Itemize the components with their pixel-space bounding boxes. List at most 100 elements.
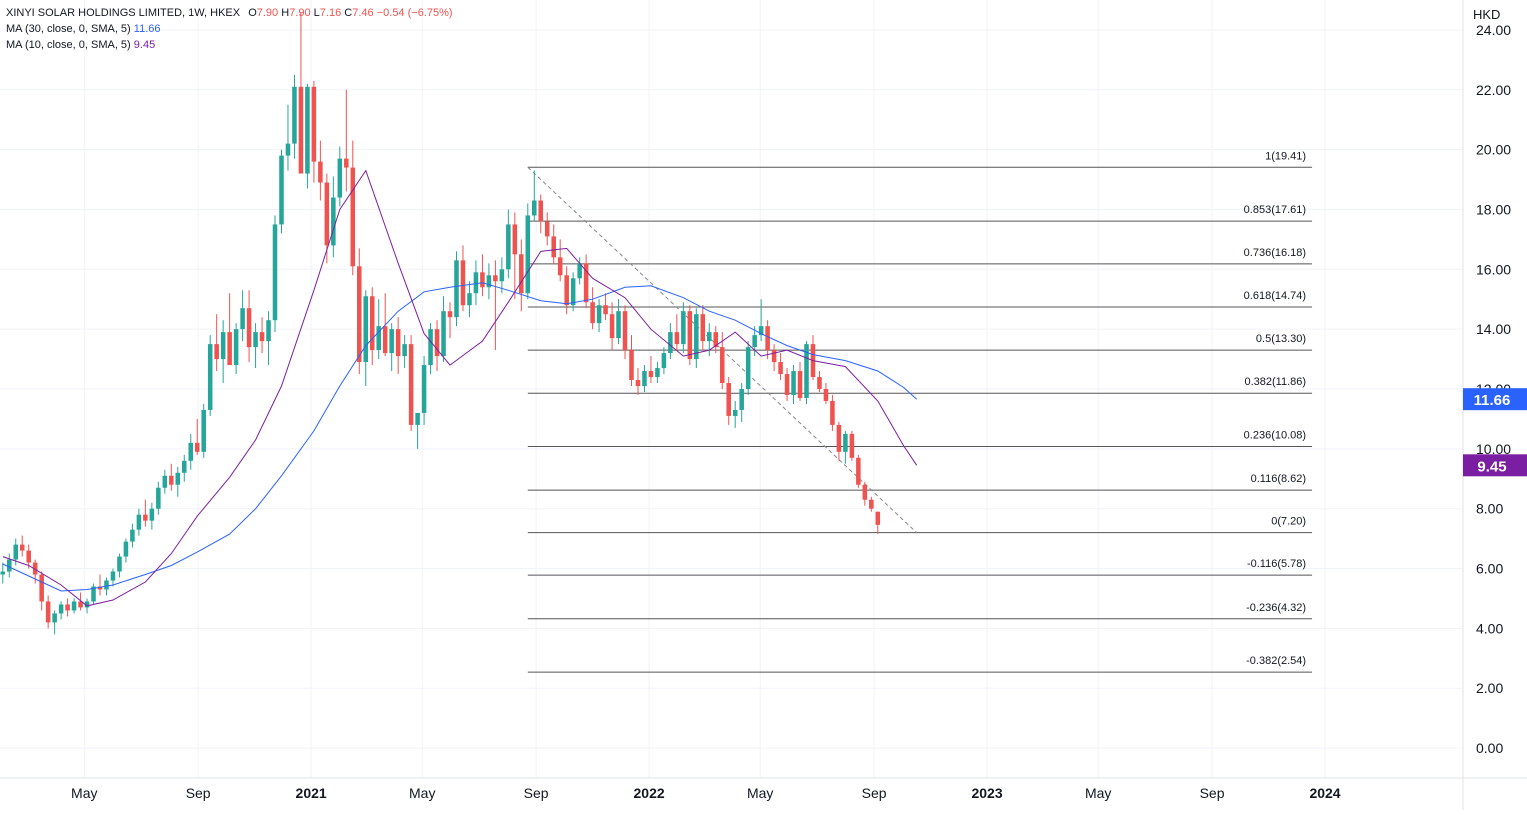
candle-body[interactable] bbox=[169, 475, 174, 485]
candle-body[interactable] bbox=[603, 305, 608, 315]
candle-body[interactable] bbox=[233, 329, 239, 366]
candle-body[interactable] bbox=[428, 329, 433, 366]
candle-body[interactable] bbox=[687, 311, 693, 360]
candle-body[interactable] bbox=[525, 215, 531, 294]
candle-body[interactable] bbox=[194, 442, 200, 452]
candle-body[interactable] bbox=[700, 314, 706, 342]
candle-body[interactable] bbox=[39, 574, 44, 602]
candle-body[interactable] bbox=[797, 371, 803, 398]
candle-body[interactable] bbox=[363, 296, 369, 363]
candle-body[interactable] bbox=[356, 266, 362, 363]
candle-body[interactable] bbox=[551, 236, 556, 258]
candle-body[interactable] bbox=[519, 254, 524, 294]
candle-body[interactable] bbox=[506, 224, 511, 270]
candle-body[interactable] bbox=[65, 604, 70, 611]
candle-body[interactable] bbox=[136, 514, 142, 530]
candle-body[interactable] bbox=[97, 586, 103, 590]
candle-body[interactable] bbox=[804, 344, 809, 398]
candle-body[interactable] bbox=[557, 257, 563, 276]
candle-body[interactable] bbox=[830, 400, 835, 425]
candle-body[interactable] bbox=[791, 371, 796, 395]
ma30-legend-row[interactable]: MA (30, close, 0, SMA, 5) 11.66 bbox=[6, 21, 453, 37]
candle-body[interactable] bbox=[856, 457, 861, 485]
candle-body[interactable] bbox=[175, 472, 181, 485]
candle-body[interactable] bbox=[298, 86, 304, 174]
candle-body[interactable] bbox=[817, 377, 822, 389]
candle-body[interactable] bbox=[220, 332, 226, 360]
candle-body[interactable] bbox=[668, 332, 673, 354]
candle-body[interactable] bbox=[26, 550, 31, 563]
candle-body[interactable] bbox=[78, 601, 83, 608]
candle-body[interactable] bbox=[246, 308, 252, 348]
candle-body[interactable] bbox=[538, 200, 544, 222]
symbol-title[interactable]: XINYI SOLAR HOLDINGS LIMITED, 1W, HKEX bbox=[6, 7, 241, 19]
candle-body[interactable] bbox=[58, 604, 64, 614]
candle-body[interactable] bbox=[616, 311, 621, 339]
candle-body[interactable] bbox=[285, 143, 291, 156]
candle-body[interactable] bbox=[843, 433, 848, 452]
candle-body[interactable] bbox=[389, 329, 394, 354]
candle-body[interactable] bbox=[434, 329, 440, 357]
candle-body[interactable] bbox=[473, 272, 479, 294]
candle-body[interactable] bbox=[681, 311, 686, 345]
candle-body[interactable] bbox=[266, 320, 271, 342]
candle-body[interactable] bbox=[331, 197, 336, 246]
candle-body[interactable] bbox=[486, 275, 492, 288]
candlestick-series[interactable] bbox=[0, 11, 881, 635]
candle-body[interactable] bbox=[408, 344, 414, 425]
candle-body[interactable] bbox=[104, 580, 109, 590]
candle-body[interactable] bbox=[279, 155, 284, 225]
candle-body[interactable] bbox=[655, 368, 660, 378]
candle-body[interactable] bbox=[318, 161, 323, 183]
ohlc-legend-row[interactable]: XINYI SOLAR HOLDINGS LIMITED, 1W, HKEX O… bbox=[6, 5, 453, 21]
candle-body[interactable] bbox=[402, 344, 407, 357]
candle-body[interactable] bbox=[110, 571, 116, 581]
candle-body[interactable] bbox=[460, 260, 466, 306]
candle-body[interactable] bbox=[869, 499, 874, 509]
candle-body[interactable] bbox=[91, 586, 96, 602]
candle-body[interactable] bbox=[454, 260, 459, 318]
candle-body[interactable] bbox=[0, 571, 6, 575]
candle-body[interactable] bbox=[415, 412, 420, 425]
candle-body[interactable] bbox=[752, 335, 757, 348]
candle-body[interactable] bbox=[201, 409, 206, 452]
candle-body[interactable] bbox=[596, 305, 602, 324]
candle-body[interactable] bbox=[6, 559, 12, 572]
candle-body[interactable] bbox=[661, 353, 667, 369]
candle-body[interactable] bbox=[778, 362, 783, 375]
fibonacci-retracement[interactable]: 1(19.41) 0.853(17.61) 0.736(16.18) 0.618(14… bbox=[527, 150, 1313, 673]
candle-body[interactable] bbox=[765, 326, 770, 351]
candle-body[interactable] bbox=[52, 613, 57, 623]
candle-body[interactable] bbox=[71, 601, 77, 611]
candle-body[interactable] bbox=[674, 332, 680, 345]
candle-body[interactable] bbox=[493, 275, 498, 282]
candle-body[interactable] bbox=[45, 601, 51, 623]
candle-body[interactable] bbox=[337, 158, 343, 198]
candle-body[interactable] bbox=[784, 374, 790, 395]
candle-body[interactable] bbox=[130, 529, 135, 542]
candle-body[interactable] bbox=[739, 389, 744, 410]
candle-body[interactable] bbox=[480, 272, 485, 288]
candle-body[interactable] bbox=[532, 200, 537, 216]
candle-body[interactable] bbox=[395, 329, 401, 357]
candle-body[interactable] bbox=[382, 326, 388, 354]
candle-body[interactable] bbox=[240, 308, 245, 330]
candle-body[interactable] bbox=[726, 383, 731, 416]
candle-body[interactable] bbox=[149, 508, 155, 521]
candle-body[interactable] bbox=[745, 347, 751, 389]
candle-body[interactable] bbox=[421, 365, 427, 413]
candle-body[interactable] bbox=[311, 86, 317, 162]
candle-body[interactable] bbox=[259, 332, 265, 342]
candle-body[interactable] bbox=[84, 601, 90, 608]
candle-body[interactable] bbox=[629, 350, 634, 381]
candle-body[interactable] bbox=[214, 344, 219, 360]
candle-body[interactable] bbox=[622, 311, 628, 351]
candle-body[interactable] bbox=[376, 326, 381, 351]
candle-body[interactable] bbox=[156, 487, 161, 509]
candle-body[interactable] bbox=[849, 433, 855, 458]
candle-body[interactable] bbox=[590, 302, 595, 324]
candle-body[interactable] bbox=[570, 278, 576, 306]
